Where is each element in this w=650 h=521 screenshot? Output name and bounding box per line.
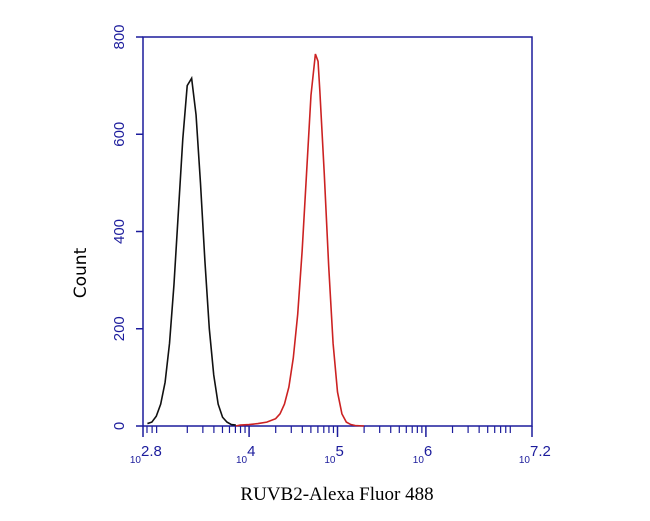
plot-frame	[142, 36, 533, 427]
x-tick-exponent: 5	[336, 443, 344, 460]
x-tick-base: 10	[324, 455, 336, 466]
x-tick-exponent: 2.8	[141, 443, 162, 460]
y-tick-label: 200	[111, 316, 128, 341]
x-tick-exponent: 4	[247, 443, 255, 460]
x-tick-exponent: 7.2	[530, 443, 551, 460]
y-tick-label: 600	[111, 122, 128, 147]
x-tick-base: 10	[413, 455, 425, 466]
y-tick-label: 400	[111, 219, 128, 244]
x-axis-label: RUVB2-Alexa Fluor 488	[240, 484, 433, 505]
y-tick-label: 800	[111, 24, 128, 49]
x-tick-base: 10	[130, 455, 142, 466]
histogram-line	[235, 53, 365, 427]
y-axis-label: Count	[71, 247, 91, 298]
histogram-line	[147, 75, 236, 426]
y-tick-label: 0	[111, 422, 128, 430]
x-tick-base: 10	[236, 455, 248, 466]
x-tick-exponent: 6	[424, 443, 432, 460]
x-tick-base: 10	[519, 455, 531, 466]
